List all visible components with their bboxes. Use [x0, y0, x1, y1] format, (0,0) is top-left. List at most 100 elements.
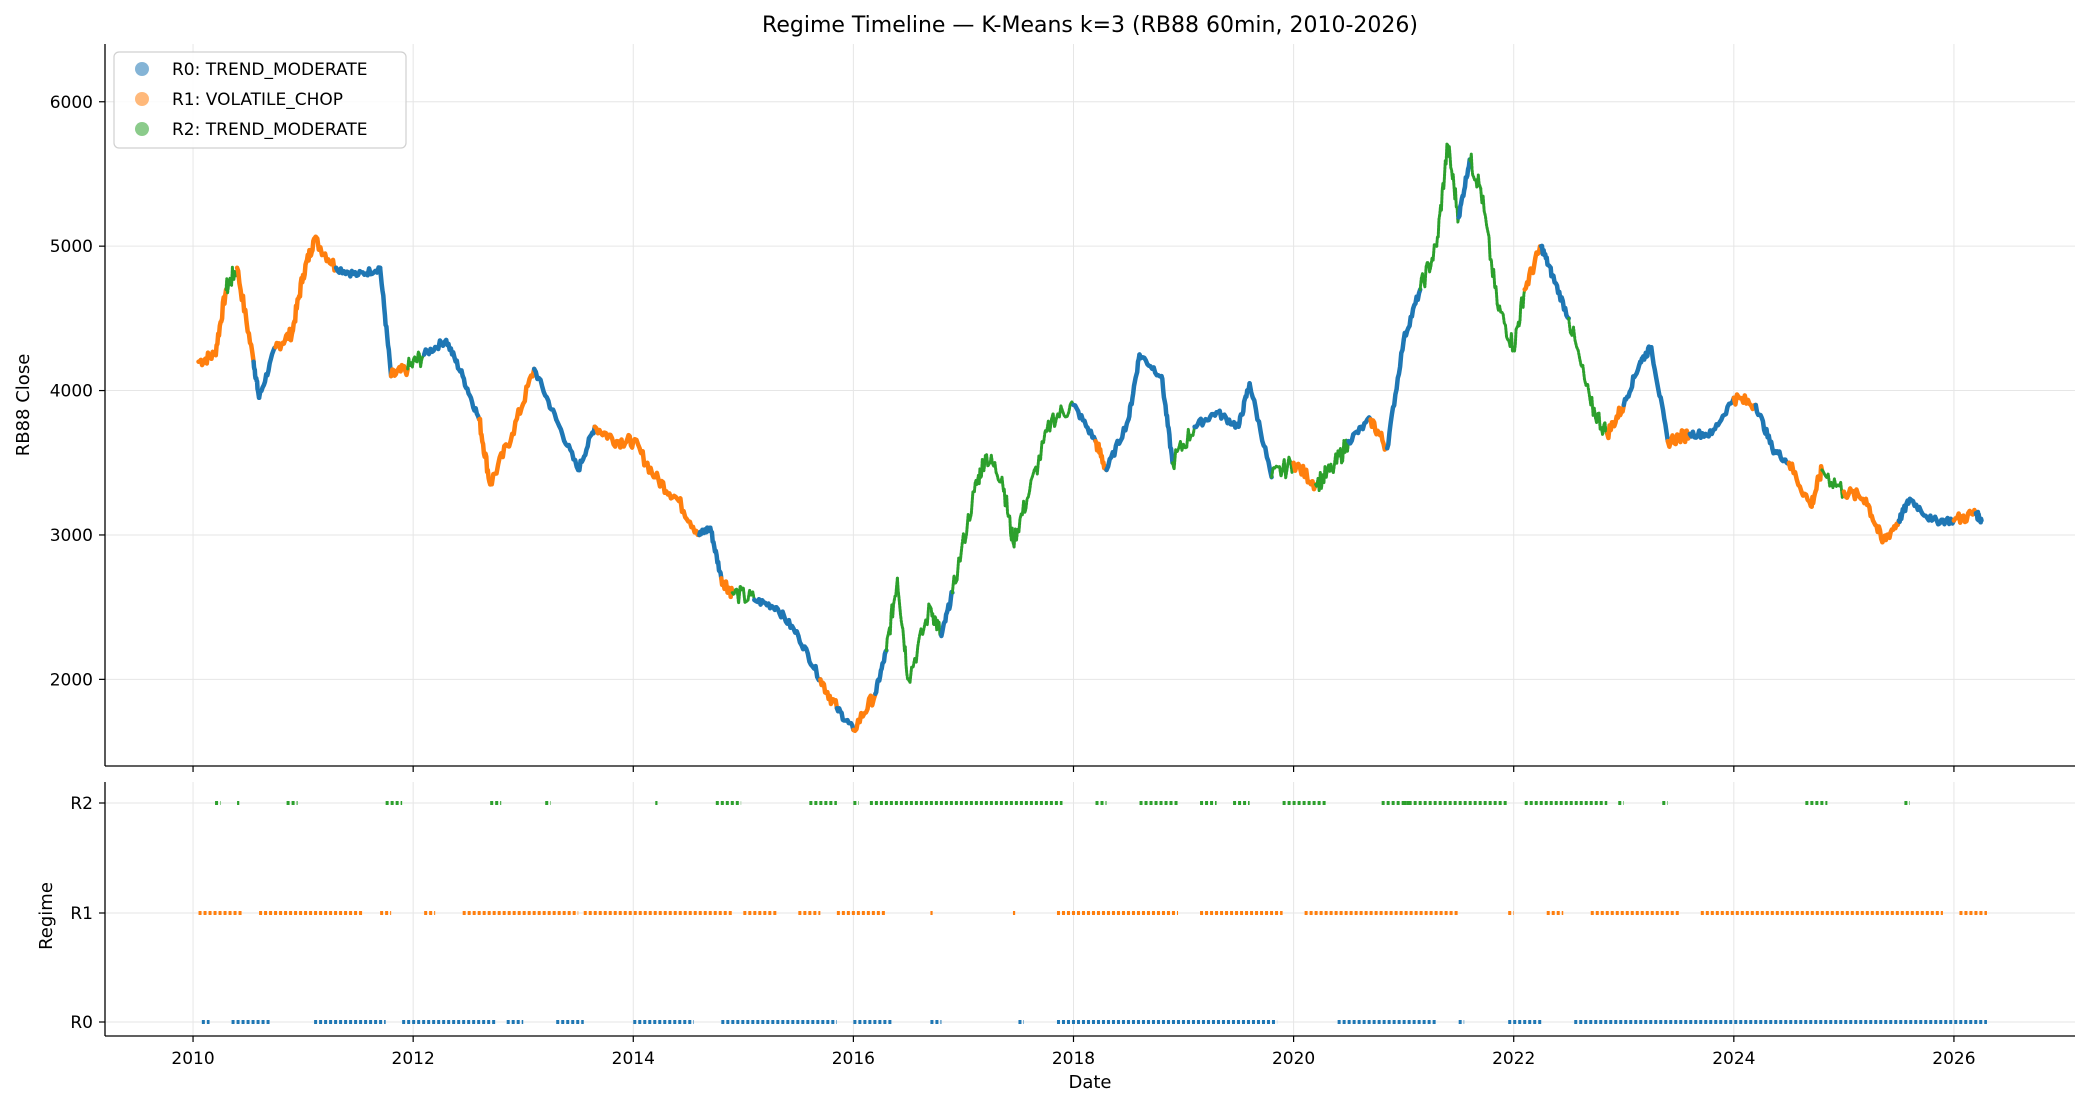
price-segment-r1 — [487, 431, 515, 487]
price-segment-r0 — [1549, 272, 1571, 321]
price-segment-r1 — [592, 424, 620, 449]
price-segment-r1 — [234, 265, 256, 364]
price-segment-r2 — [1468, 152, 1483, 190]
price-segment-r0 — [1401, 287, 1423, 343]
top-y-tick-label: 2000 — [50, 670, 93, 690]
price-segment-r0 — [873, 648, 889, 697]
price-segment-r1 — [289, 272, 306, 336]
bottom-y-tick-label: R0 — [70, 1013, 93, 1033]
bottom-y-tick-labels: R0 R1 R2 — [70, 794, 105, 1033]
legend-marker-r2 — [135, 122, 149, 136]
x-tick-label: 2012 — [392, 1049, 435, 1069]
price-segment-r1 — [675, 496, 702, 538]
price-segment-r1 — [631, 436, 658, 480]
price-segment-r1 — [1863, 496, 1885, 545]
price-segment-r0 — [1104, 417, 1131, 473]
x-tick-label: 2022 — [1492, 1049, 1535, 1069]
top-y-tick-label: 6000 — [50, 93, 93, 113]
price-segment-r0 — [333, 265, 361, 279]
price-segment-r1 — [614, 432, 636, 450]
price-segment-r0 — [553, 417, 581, 473]
top-y-tick-label: 5000 — [50, 237, 93, 257]
price-segment-r0 — [939, 589, 955, 639]
price-segment-r1 — [1786, 460, 1814, 509]
x-axis-label: Date — [1068, 1072, 1111, 1093]
price-segment-r1 — [1605, 402, 1627, 441]
price-segment-r1 — [1841, 486, 1869, 506]
price-segment-r2 — [983, 453, 1004, 484]
price-segment-r0 — [256, 344, 278, 401]
x-tick-label: 2016 — [832, 1049, 875, 1069]
price-segment-r0 — [1236, 381, 1252, 429]
bottom-y-tick-label: R2 — [70, 794, 93, 814]
price-segment-r1 — [476, 416, 493, 487]
price-segment-r2 — [1435, 142, 1450, 248]
price-segment-r0 — [1896, 496, 1913, 525]
price-segment-r2 — [1567, 316, 1593, 407]
price-segment-r0 — [1192, 409, 1219, 430]
price-segment-r1 — [653, 470, 680, 502]
price-segment-r1 — [1665, 428, 1693, 449]
price-segment-r0 — [1907, 496, 1935, 523]
price-segment-r0 — [796, 633, 823, 683]
price-segment-r2 — [928, 605, 943, 638]
price-segment-r2 — [1314, 462, 1334, 493]
price-segment-r0 — [1214, 408, 1241, 430]
x-tick-label: 2010 — [171, 1049, 214, 1069]
top-y-tick-labels: 2000 3000 4000 5000 6000 — [50, 93, 105, 690]
legend-marker-r0 — [135, 62, 149, 76]
price-segment-r2 — [1512, 288, 1527, 353]
price-segment-r1 — [1808, 463, 1825, 510]
price-segment-r0 — [443, 337, 465, 379]
price-segment-r0 — [1687, 428, 1715, 441]
price-segment-r1 — [509, 366, 537, 437]
legend-label-r2: R2: TREND_MODERATE — [172, 120, 367, 140]
price-segment-r0 — [1071, 402, 1098, 444]
price-segment-r2 — [1011, 490, 1031, 549]
top-y-axis-label: RB88 Close — [13, 354, 34, 457]
price-segment-r0 — [1621, 359, 1643, 408]
price-segment-r2 — [1028, 417, 1053, 494]
price-segment-r1 — [1522, 243, 1544, 292]
bottom-y-axis-label: Regime — [36, 882, 57, 950]
price-segment-r2 — [950, 490, 976, 595]
price-segment-r2 — [1446, 143, 1461, 224]
price-segment-r0 — [1649, 344, 1671, 444]
price-segment-r0 — [708, 525, 724, 581]
top-y-tick-label: 4000 — [50, 382, 93, 402]
price-segment-r2 — [1270, 455, 1296, 480]
price-segment-r0 — [355, 265, 383, 278]
price-segment-r0 — [377, 265, 394, 379]
price-segment-r2 — [730, 584, 756, 605]
legend-label-r0: R0: TREND_MODERATE — [172, 60, 367, 80]
bottom-panel-grid — [105, 782, 2075, 1036]
price-series — [196, 142, 1984, 734]
price-segment-r2 — [406, 350, 426, 371]
price-segment-r0 — [1770, 446, 1792, 466]
price-segment-r0 — [460, 373, 482, 422]
price-segment-r2 — [1000, 475, 1015, 544]
x-tick-label: 2026 — [1932, 1049, 1975, 1069]
price-segment-r1 — [1951, 507, 1979, 525]
bottom-x-tick-labels: 2010 2012 2014 2016 2018 2020 2022 2024 2026 — [171, 1036, 1976, 1069]
price-segment-r2 — [895, 576, 910, 681]
price-segment-r2 — [1479, 186, 1499, 306]
price-segment-r0 — [752, 596, 779, 613]
price-segment-r2 — [884, 576, 899, 652]
price-segment-r0 — [1247, 381, 1274, 480]
price-segment-r0 — [421, 337, 449, 357]
price-segment-r2 — [1820, 468, 1846, 499]
price-segment-r1 — [1368, 417, 1390, 452]
price-segment-r0 — [1126, 352, 1142, 422]
price-segment-r1 — [212, 287, 229, 358]
price-segment-r2 — [1330, 438, 1351, 475]
price-segment-r2 — [1589, 395, 1609, 436]
regime-marks — [198, 801, 1987, 1024]
price-segment-r1 — [1880, 518, 1902, 545]
price-segment-r2 — [1418, 243, 1439, 291]
bottom-panel-axes — [104, 782, 2075, 1037]
price-segment-r0 — [1159, 373, 1175, 466]
legend-label-r1: R1: VOLATILE_CHOP — [172, 90, 343, 110]
price-segment-r2 — [972, 454, 987, 494]
